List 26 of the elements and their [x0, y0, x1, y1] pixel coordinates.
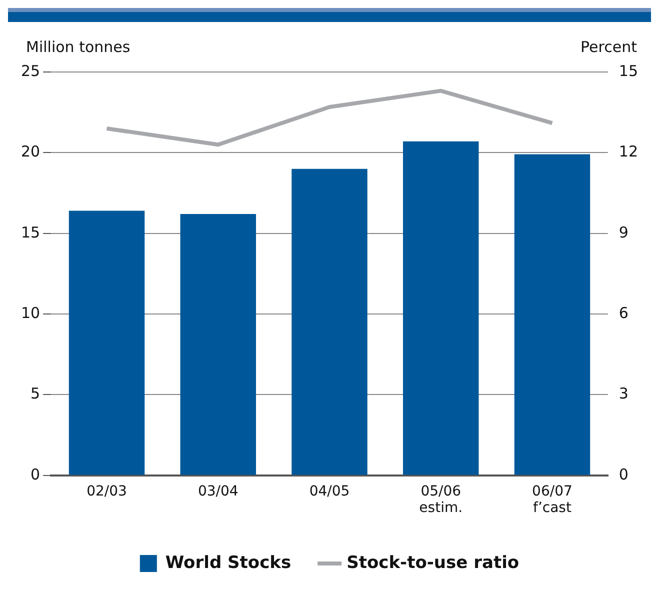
y-tick-label: 5	[30, 384, 40, 403]
x-tick-label: 04/05	[309, 483, 350, 500]
y2-tick-label: 9	[618, 223, 628, 242]
bar	[514, 154, 590, 475]
y-tick-label: 0	[30, 465, 40, 484]
y2-tick-label: 0	[618, 465, 628, 484]
y2-tick-label: 6	[618, 304, 628, 322]
y-tick-label: 10	[20, 304, 40, 322]
y-tick-label: 20	[20, 142, 40, 161]
y2-tick-label: 12	[618, 142, 638, 161]
y-axis-title: Million tonnes	[26, 38, 130, 56]
y-tick-label: 25	[20, 62, 40, 80]
y2-tick-label: 15	[618, 62, 638, 80]
y2-axis-title: Percent	[580, 38, 638, 56]
x-tick-label: 06/07 f’cast	[532, 483, 572, 516]
y2-tick-label: 3	[618, 384, 628, 403]
bar	[68, 210, 145, 475]
legend-label: World Stocks	[165, 552, 292, 573]
y-tick-label: 15	[20, 223, 40, 242]
bar	[292, 168, 368, 475]
legend-label: Stock-to-use ratio	[346, 552, 520, 573]
x-tick-label: 05/06 estim.	[419, 483, 463, 516]
bar	[180, 214, 256, 475]
x-tick-label: 03/04	[198, 483, 238, 500]
x-tick-label: 02/03	[86, 483, 127, 500]
bar	[403, 141, 479, 475]
